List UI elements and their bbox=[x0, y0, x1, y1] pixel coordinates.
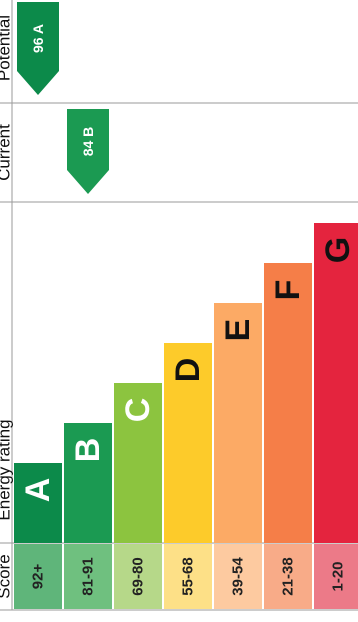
rating-letter-b: B bbox=[69, 438, 107, 463]
rating-bar-g bbox=[314, 223, 358, 543]
column-headers: Score Energy rating Current Potential bbox=[0, 15, 14, 599]
rating-arrows: 84 B 96 A bbox=[17, 2, 109, 194]
score-range-c: 69-80 bbox=[130, 557, 147, 595]
rating-bar-e bbox=[214, 303, 262, 543]
header-potential: Potential bbox=[0, 15, 14, 81]
rating-bands: 92+ A 81-91 B 69-80 C 55-68 D 39-54 E 21-38 F 1-20 G bbox=[14, 223, 358, 609]
score-cell-e bbox=[214, 544, 262, 609]
rating-letter-d: D bbox=[169, 358, 207, 383]
rating-bar-d bbox=[164, 343, 212, 543]
potential-rating-label: 96 A bbox=[30, 24, 46, 53]
score-range-d: 55-68 bbox=[180, 557, 197, 595]
band-c: 69-80 C bbox=[114, 383, 162, 609]
header-score: Score bbox=[0, 554, 14, 598]
rating-letter-a: A bbox=[19, 478, 57, 503]
score-cell-d bbox=[164, 544, 212, 609]
rating-letter-e: E bbox=[219, 319, 257, 342]
potential-arrow bbox=[17, 2, 59, 95]
band-a: 92+ A bbox=[14, 463, 62, 609]
band-f: 21-38 F bbox=[264, 263, 312, 609]
rating-bar-a bbox=[14, 463, 62, 543]
rating-bar-b bbox=[64, 423, 112, 543]
score-cell-c bbox=[114, 544, 162, 609]
header-current: Current bbox=[0, 124, 14, 181]
score-cell-b bbox=[64, 544, 112, 609]
header-energy-rating: Energy rating bbox=[0, 419, 14, 520]
rating-letter-f: F bbox=[269, 280, 307, 301]
score-range-g: 1-20 bbox=[330, 561, 347, 591]
rating-bar-f bbox=[264, 263, 312, 543]
rating-bar-c bbox=[114, 383, 162, 543]
score-range-b: 81-91 bbox=[80, 557, 97, 595]
band-g: 1-20 G bbox=[314, 223, 358, 609]
score-cell-f bbox=[264, 544, 312, 609]
score-range-a: 92+ bbox=[30, 564, 47, 590]
rating-letter-g: G bbox=[319, 237, 357, 263]
score-cell-a bbox=[14, 544, 62, 609]
band-e: 39-54 E bbox=[214, 303, 262, 609]
score-range-f: 21-38 bbox=[280, 557, 297, 595]
current-rating-label: 84 B bbox=[80, 127, 96, 157]
rating-letter-c: C bbox=[119, 398, 157, 423]
score-range-e: 39-54 bbox=[230, 557, 247, 596]
band-b: 81-91 B bbox=[64, 423, 112, 609]
current-arrow bbox=[67, 109, 109, 194]
score-cell-g bbox=[314, 544, 358, 609]
band-d: 55-68 D bbox=[164, 343, 212, 609]
